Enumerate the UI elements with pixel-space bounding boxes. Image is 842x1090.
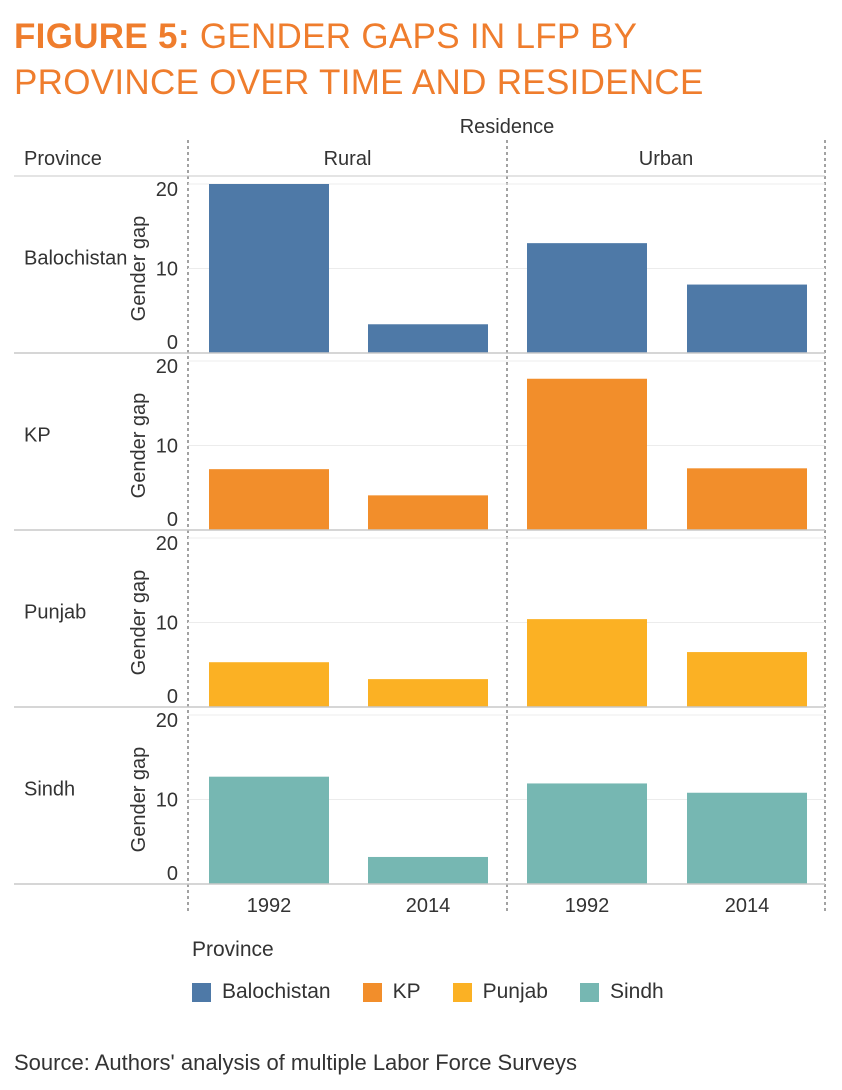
title-text: GENDER GAPS IN LFP BY PROVINCE OVER TIME… (14, 17, 704, 102)
legend-item-kp: KP (362, 980, 421, 1004)
legend-swatch (452, 982, 472, 1002)
bar-punjab-rural-2014 (368, 679, 488, 707)
y-tick-label: 10 (156, 436, 178, 458)
legend-item-punjab: Punjab (452, 980, 548, 1004)
bar-punjab-urban-1992 (527, 619, 647, 707)
bar-punjab-rural-1992 (209, 662, 329, 707)
bar-sindh-urban-1992 (527, 783, 647, 884)
legend-label: Balochistan (222, 980, 331, 1003)
legend-label: Punjab (482, 980, 548, 1003)
y-tick-label: 20 (156, 533, 178, 555)
column-header: Residence (460, 116, 555, 138)
y-tick-label: 20 (156, 710, 178, 732)
y-tick-label: 10 (156, 790, 178, 812)
x-tick-label: 2014 (406, 895, 451, 917)
row-label-balochistan: Balochistan (24, 248, 127, 270)
chart-title: FIGURE 5: GENDER GAPS IN LFP BY PROVINCE… (14, 14, 814, 106)
bar-kp-rural-1992 (209, 469, 329, 530)
bar-kp-urban-1992 (527, 378, 647, 530)
source-note: Source: Authors' analysis of multiple La… (14, 1050, 578, 1075)
y-tick-label: 0 (167, 509, 178, 531)
row-header: Province (24, 148, 102, 170)
y-axis-title: Gender gap (128, 570, 150, 676)
y-axis-title: Gender gap (128, 393, 150, 499)
y-tick-label: 20 (156, 356, 178, 378)
row-label-kp: KP (24, 425, 51, 447)
legend-swatch (192, 982, 211, 1002)
y-tick-label: 20 (156, 179, 178, 201)
bar-sindh-rural-1992 (209, 776, 329, 884)
bar-punjab-urban-2014 (687, 652, 807, 707)
legend: Balochistan KP Punjab Sindh (192, 980, 696, 1004)
column-label-urban: Urban (639, 148, 693, 170)
bar-balochistan-urban-2014 (687, 284, 807, 353)
x-tick-label: 2014 (725, 895, 770, 917)
y-tick-label: 0 (167, 863, 178, 885)
bar-balochistan-urban-1992 (527, 243, 647, 353)
x-tick-label: 1992 (247, 895, 292, 917)
legend-label: Sindh (609, 980, 664, 1003)
y-tick-label: 0 (167, 686, 178, 708)
legend-title: Province (192, 938, 274, 961)
column-label-rural: Rural (324, 148, 372, 170)
row-label-sindh: Sindh (24, 779, 75, 801)
legend-swatch (362, 982, 382, 1002)
title-prefix: FIGURE 5: (14, 17, 190, 56)
legend-item-sindh: Sindh (579, 980, 664, 1004)
x-tick-label: 1992 (565, 895, 610, 917)
y-tick-label: 10 (156, 259, 178, 281)
bar-sindh-urban-2014 (687, 792, 807, 884)
legend-item-balochistan: Balochistan (192, 980, 331, 1004)
y-tick-label: 0 (167, 332, 178, 354)
bar-sindh-rural-2014 (368, 856, 488, 884)
bar-kp-rural-2014 (368, 495, 488, 530)
legend-swatch (579, 982, 599, 1002)
y-tick-label: 10 (156, 613, 178, 635)
bar-balochistan-rural-2014 (368, 324, 488, 353)
row-label-punjab: Punjab (24, 602, 86, 624)
bar-kp-urban-2014 (687, 468, 807, 530)
y-axis-title: Gender gap (128, 216, 150, 322)
y-axis-title: Gender gap (128, 747, 150, 853)
legend-label: KP (392, 980, 421, 1003)
bar-balochistan-rural-1992 (209, 184, 329, 353)
